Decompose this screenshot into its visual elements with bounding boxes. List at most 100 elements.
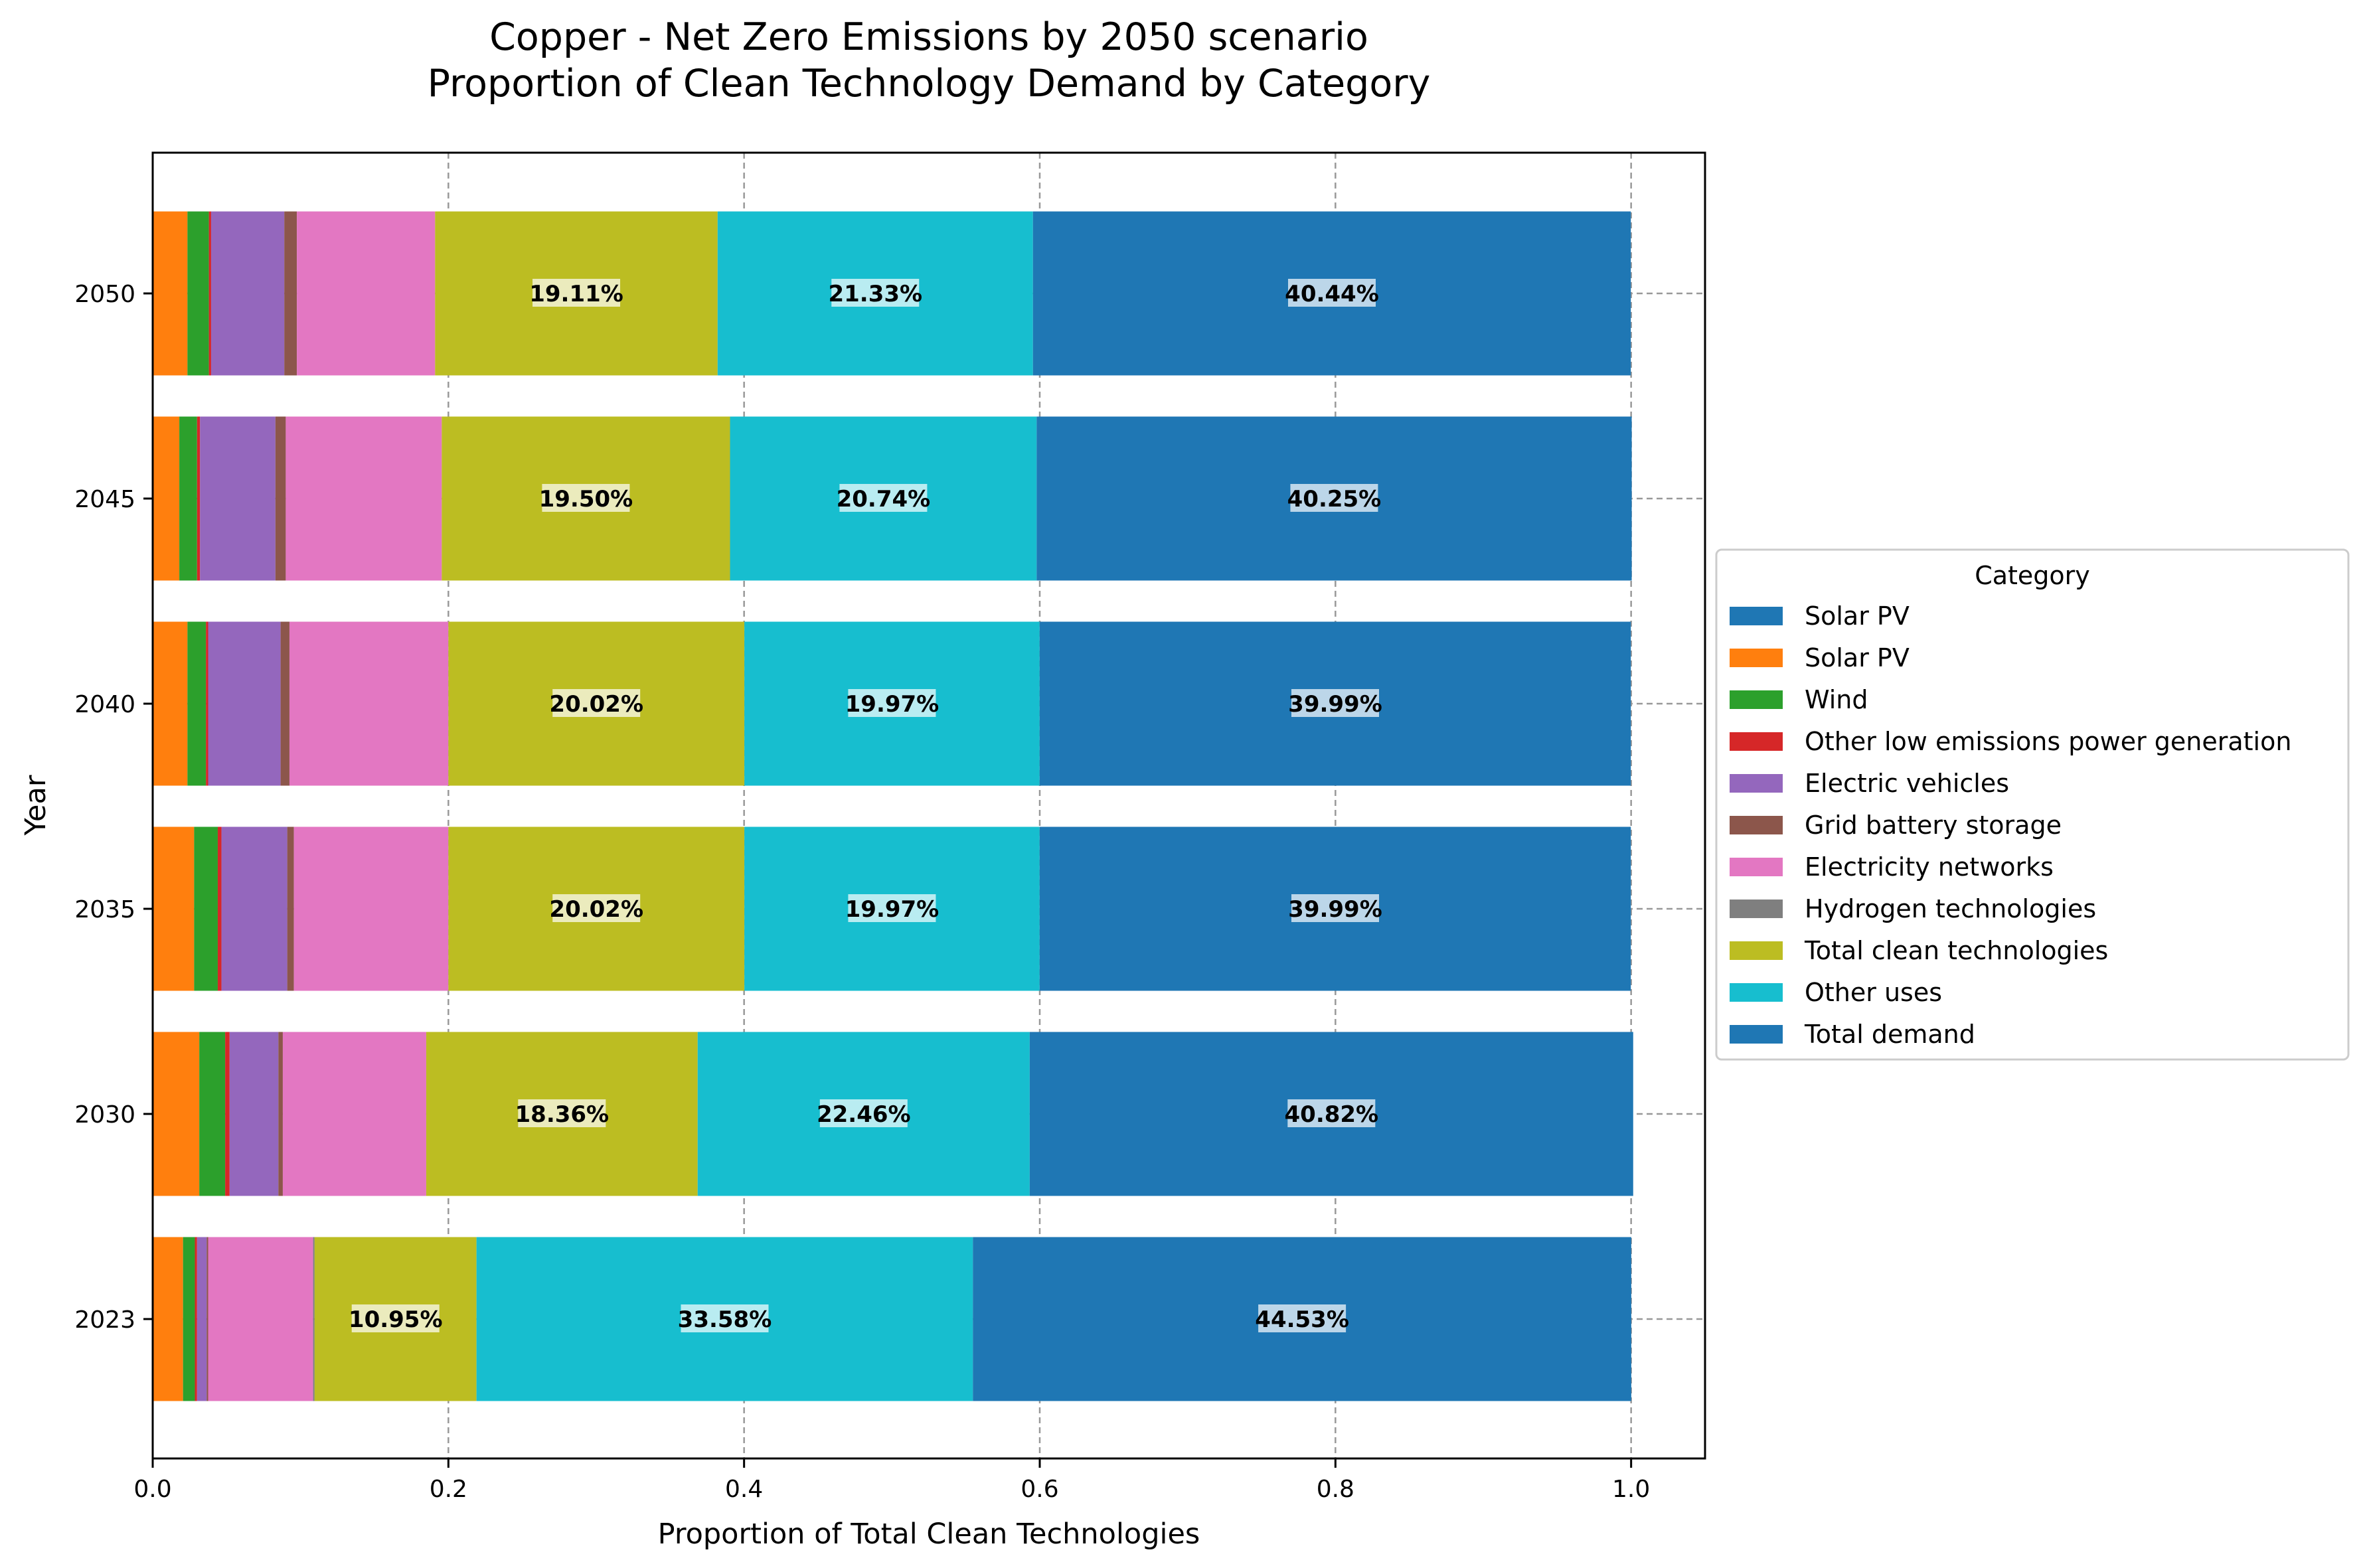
bar-segment <box>289 621 449 786</box>
bar-segment <box>179 416 197 581</box>
data-label-background <box>542 484 630 512</box>
legend-swatch <box>1730 858 1783 876</box>
y-tick-label: 2023 <box>74 1306 135 1334</box>
data-label: 40.44% <box>1285 281 1379 307</box>
bar-segment <box>208 211 211 376</box>
data-label: 20.02% <box>549 691 643 718</box>
legend-entry: Total demand <box>1804 1020 1975 1049</box>
y-tick-label: 2045 <box>74 486 135 513</box>
data-label: 39.99% <box>1288 691 1382 718</box>
bar-segment <box>206 1237 208 1401</box>
bar-segment <box>206 621 208 786</box>
legend-entry: Other low emissions power generation <box>1805 727 2291 756</box>
y-tick-label: 2040 <box>74 691 135 718</box>
legend-swatch <box>1730 732 1783 751</box>
legend-title: Category <box>1975 561 2090 590</box>
x-tick-label: 0.2 <box>430 1476 467 1503</box>
legend-entry: Hydrogen technologies <box>1805 894 2096 923</box>
data-label-background <box>1258 1304 1347 1332</box>
chart-title: Copper - Net Zero Emissions by 2050 scen… <box>489 15 1368 59</box>
legend-entry: Electricity networks <box>1805 852 2054 882</box>
legend-swatch <box>1730 816 1783 834</box>
bar-segment <box>187 621 206 786</box>
data-label: 40.82% <box>1285 1101 1379 1128</box>
legend-frame <box>1715 548 2350 1061</box>
data-label: 44.53% <box>1255 1306 1349 1333</box>
data-label: 19.50% <box>539 486 633 512</box>
data-label-background <box>848 894 936 922</box>
data-label: 20.74% <box>837 486 931 512</box>
plot-frame <box>151 151 1706 1460</box>
data-label: 19.97% <box>845 896 939 923</box>
legend-entry: Total clean technologies <box>1804 936 2108 965</box>
data-label: 21.33% <box>828 281 922 307</box>
bar-segment <box>153 416 180 581</box>
legend-entry: Electric vehicles <box>1805 769 2009 798</box>
data-label-background <box>351 1304 440 1332</box>
bar-segment <box>208 1237 313 1401</box>
legend: Category Solar PV Solar PV Wind Other low e… <box>1715 548 2350 1061</box>
legend-entry: Solar PV <box>1805 643 1910 672</box>
bar-segment <box>297 211 436 376</box>
y-tick-label: 2030 <box>74 1101 135 1129</box>
bar-segment <box>313 1237 315 1401</box>
x-tick-label: 0.8 <box>1317 1476 1354 1503</box>
bar-segment <box>282 1032 426 1196</box>
bar-segment <box>286 416 442 581</box>
bar-segment <box>153 621 188 786</box>
data-label: 18.36% <box>515 1101 610 1128</box>
data-label-background <box>1287 279 1376 307</box>
data-label-background <box>1291 894 1379 922</box>
bar-segment <box>197 416 201 581</box>
data-label: 20.02% <box>549 896 643 923</box>
data-label-background <box>819 1099 908 1127</box>
legend-swatch <box>1730 774 1783 793</box>
legend-entry: Wind <box>1805 685 1868 714</box>
chart-subtitle: Proportion of Clean Technology Demand by… <box>428 62 1431 106</box>
bar-segment <box>153 826 195 991</box>
data-label-background <box>552 894 641 922</box>
x-tick-label: 0.6 <box>1020 1476 1058 1503</box>
bar-segment <box>153 1237 183 1401</box>
bar-segment <box>197 1237 207 1401</box>
bar-segment <box>275 416 286 581</box>
data-label-background <box>839 484 928 512</box>
bar-segment <box>200 416 276 581</box>
bar-segment <box>195 1237 197 1401</box>
legend-entry: Grid battery storage <box>1805 811 2062 840</box>
legend-swatch <box>1730 983 1783 1002</box>
bar-segment <box>221 826 287 991</box>
legend-swatch <box>1730 941 1783 960</box>
bar-segment <box>293 826 449 991</box>
bar-segment <box>280 621 289 786</box>
data-label: 40.25% <box>1287 486 1382 512</box>
legend-entry: Other uses <box>1805 978 1942 1007</box>
bar-segment <box>194 826 218 991</box>
x-tick-label: 1.0 <box>1612 1476 1650 1503</box>
bar-segment <box>229 1032 279 1196</box>
data-label-background <box>532 279 621 307</box>
legend-swatch <box>1730 690 1783 709</box>
bar-segment <box>199 1032 226 1196</box>
x-axis-label: Proportion of Total Clean Technologies <box>658 1518 1200 1551</box>
axis-ticks: 0.0 0.2 0.4 0.6 0.8 1.0 2050 2045 2040 2035 2030 20… <box>74 281 1650 1503</box>
bars <box>153 211 1633 1401</box>
legend-entry: Solar PV <box>1805 601 1910 631</box>
data-label-background <box>848 689 936 717</box>
data-label-background <box>1287 1099 1376 1127</box>
legend-swatch <box>1730 607 1783 625</box>
data-label: 39.99% <box>1288 896 1382 923</box>
data-label: 19.11% <box>529 281 623 307</box>
bar-segment <box>278 1032 283 1196</box>
legend-swatch <box>1730 649 1783 667</box>
bar-segment <box>217 826 222 991</box>
x-tick-label: 0.4 <box>725 1476 763 1503</box>
data-label: 10.95% <box>349 1306 443 1333</box>
data-label-background <box>681 1304 769 1332</box>
data-label-background <box>552 689 641 717</box>
bar-segment <box>210 211 285 376</box>
legend-swatch <box>1730 1025 1783 1044</box>
data-label: 22.46% <box>817 1101 911 1128</box>
bar-segment <box>187 211 209 376</box>
